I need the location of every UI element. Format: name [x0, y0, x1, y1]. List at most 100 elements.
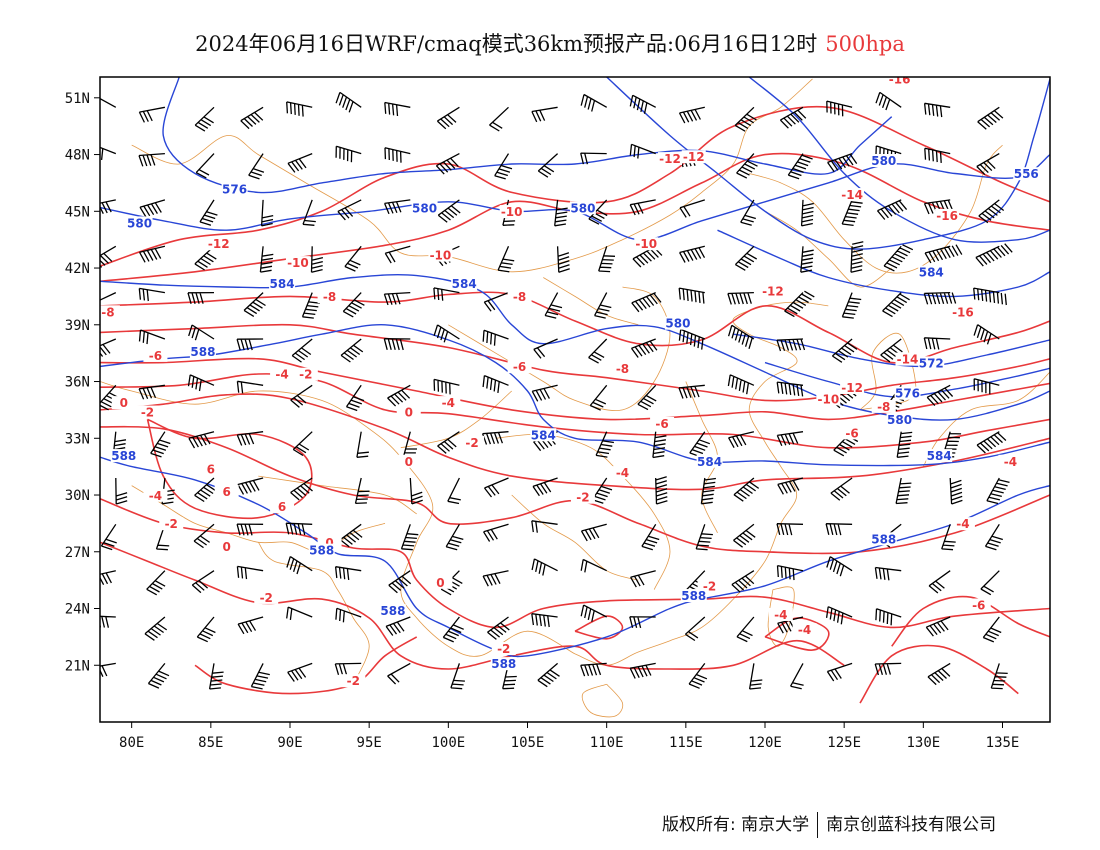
wind-barb — [826, 662, 853, 682]
temperature-label: 6 — [222, 485, 230, 499]
wind-barb — [335, 91, 362, 113]
height-label: 588 — [309, 544, 334, 558]
wind-barb — [554, 199, 568, 227]
wind-barb — [926, 384, 954, 407]
copyright-footer: 版权所有: 南京大学 南京创蓝科技有限公司 — [662, 810, 996, 838]
wind-barb — [736, 616, 755, 643]
wind-barb — [208, 663, 224, 690]
temperature-label: -8 — [101, 305, 114, 319]
temperature-label: -2 — [497, 642, 510, 656]
copyright-org-2: 南京创蓝科技有限公司 — [826, 815, 997, 835]
temperature-label: -6 — [972, 599, 985, 613]
boundary-line — [859, 332, 917, 411]
wind-barb — [342, 292, 365, 318]
temperature-label: -4 — [798, 623, 811, 637]
wind-barb — [678, 287, 705, 304]
lon-label: 120E — [748, 735, 782, 751]
height-label: 584 — [697, 455, 722, 469]
temperature-label-bg — [198, 462, 223, 476]
wind-barb — [482, 570, 509, 587]
height-label-layer: 576 580 580 580 584 584 580 588 584 588 584 588 588 5… — [110, 154, 1040, 671]
wind-barb — [784, 290, 815, 318]
wind-barb — [734, 106, 757, 132]
temperature-label: -6 — [513, 360, 526, 374]
wind-barb — [700, 477, 716, 505]
temperature-label-bg — [950, 517, 975, 531]
height-label: 584 — [919, 266, 944, 280]
height-label-bg — [269, 276, 296, 290]
lat-label: 33N — [65, 431, 90, 447]
wind-barb — [598, 246, 616, 273]
temperature-label-bg — [950, 305, 975, 319]
wind-barb — [977, 106, 1004, 130]
lat-label: 45N — [65, 204, 90, 220]
wind-barb — [236, 523, 264, 536]
wind-barb — [482, 329, 509, 346]
height-label: 588 — [681, 589, 706, 603]
temperature-label-bg — [254, 590, 279, 604]
height-label-bg — [918, 356, 945, 370]
temperature-label-bg — [143, 488, 168, 502]
lat-label: 51N — [65, 91, 90, 107]
wind-barb — [629, 94, 657, 114]
wind-barb — [727, 374, 755, 395]
temperature-label-bg — [507, 290, 532, 304]
wind-barb — [973, 378, 1000, 395]
wind-barb — [292, 431, 313, 457]
wind-barb — [800, 199, 814, 227]
temperature-label: -10 — [430, 249, 452, 263]
temperature-label: -2 — [465, 436, 478, 450]
wind-barb — [684, 616, 706, 642]
wind-barb — [436, 106, 460, 130]
temperature-label: -12 — [683, 150, 705, 164]
height-label: 584 — [270, 277, 295, 291]
wind-barb — [679, 199, 705, 218]
wind-barb — [734, 245, 758, 271]
temperature-label-bg — [840, 188, 865, 202]
lon-label: 125E — [827, 735, 861, 751]
copyright-label: 版权所有: — [662, 815, 736, 835]
temperature-label: -2 — [260, 591, 273, 605]
wind-barb — [236, 338, 264, 351]
wind-barb — [138, 329, 166, 345]
height-label-bg — [894, 386, 921, 400]
wind-barb — [594, 292, 612, 319]
temperature-label-bg — [100, 305, 120, 319]
wind-barb — [652, 431, 667, 459]
temperature-label: -10 — [287, 256, 309, 270]
temperature-label-bg — [396, 405, 421, 419]
temperature-label-bg — [610, 362, 635, 376]
boundary-line — [764, 210, 892, 288]
height-label-bg — [569, 201, 596, 215]
temperature-label-bg — [206, 237, 231, 251]
temperature-contour — [100, 393, 1050, 491]
wind-barb — [632, 245, 663, 268]
wind-barb — [833, 431, 859, 457]
wind-barb — [100, 384, 120, 411]
wind-barb — [199, 199, 218, 226]
temperature-label-bg — [887, 77, 912, 86]
wind-barb — [678, 106, 705, 124]
boundary-line — [511, 494, 639, 581]
lon-label: 115E — [669, 735, 703, 751]
wind-barb — [748, 663, 763, 690]
temperature-label-bg — [159, 517, 184, 531]
wind-barb-layer — [100, 91, 1013, 690]
wind-barb — [433, 378, 460, 395]
lat-label: 39N — [65, 318, 90, 334]
wind-barb — [531, 106, 558, 123]
wind-barb — [825, 606, 853, 625]
temperature-label: -6 — [149, 349, 162, 363]
wind-barb — [589, 384, 608, 411]
temperature-label: -8 — [877, 400, 890, 414]
wind-barb — [580, 523, 607, 542]
lat-label: 24N — [65, 602, 90, 618]
temperature-label: -2 — [347, 674, 360, 688]
temperature-label: -12 — [208, 237, 230, 251]
wind-barb — [194, 477, 217, 503]
boundary-line — [258, 475, 417, 515]
wind-barb — [641, 523, 660, 551]
height-label-bg — [126, 216, 153, 230]
wind-barb — [435, 153, 460, 175]
wind-barb — [949, 477, 963, 505]
